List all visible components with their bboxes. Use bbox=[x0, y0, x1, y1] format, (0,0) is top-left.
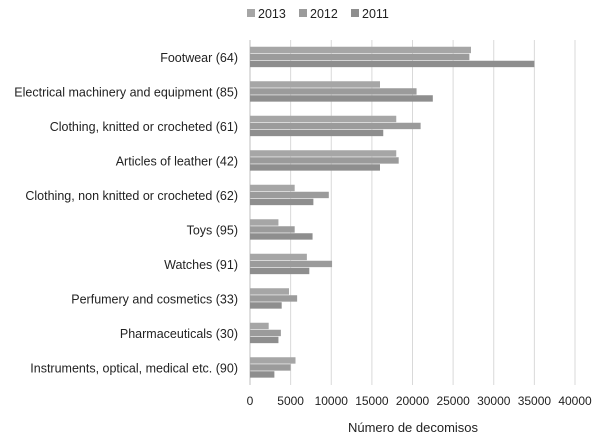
bar bbox=[250, 88, 417, 95]
bar bbox=[250, 260, 333, 268]
legend-swatch bbox=[351, 9, 359, 17]
x-axis-title: Número de decomisos bbox=[348, 420, 479, 435]
bar bbox=[250, 219, 279, 226]
bar bbox=[250, 95, 433, 102]
x-tick-label: 40000 bbox=[558, 394, 592, 408]
category-label: Pharmaceuticals (30) bbox=[120, 327, 238, 341]
x-axis-tick-labels: 0 5000 10000 15000 20000 25000 30000 35000 40000 bbox=[247, 394, 592, 408]
bar bbox=[250, 267, 310, 275]
x-tick-label: 30000 bbox=[477, 394, 511, 408]
bar bbox=[250, 295, 298, 302]
bar bbox=[250, 191, 329, 199]
bar bbox=[250, 129, 384, 137]
legend-label: 2012 bbox=[310, 7, 338, 21]
bar bbox=[250, 122, 421, 130]
x-tick-label: 5000 bbox=[277, 394, 304, 408]
category-label: Toys (95) bbox=[187, 223, 238, 237]
legend-swatch bbox=[247, 9, 255, 17]
category-label: Electrical machinery and equipment (85) bbox=[14, 85, 238, 99]
bar bbox=[250, 226, 295, 233]
bar bbox=[250, 60, 535, 68]
legend-label: 2013 bbox=[258, 7, 286, 21]
bar bbox=[250, 184, 295, 192]
category-label: Watches (91) bbox=[164, 258, 238, 272]
chart-bars bbox=[250, 46, 535, 378]
category-label: Footwear (64) bbox=[160, 51, 238, 65]
bar bbox=[250, 150, 397, 157]
x-tick-label: 0 bbox=[247, 394, 254, 408]
x-tick-label: 10000 bbox=[315, 394, 349, 408]
category-label: Instruments, optical, medical etc. (90) bbox=[30, 361, 238, 375]
category-label: Perfumery and cosmetics (33) bbox=[71, 292, 238, 306]
x-tick-label: 35000 bbox=[518, 394, 552, 408]
y-axis-labels: Footwear (64) Electrical machinery and eq… bbox=[14, 51, 238, 376]
legend-swatch bbox=[299, 9, 307, 17]
bar bbox=[250, 371, 275, 378]
bar bbox=[250, 157, 399, 164]
bar bbox=[250, 329, 281, 337]
chart-legend: 2013 2012 2011 bbox=[247, 7, 389, 21]
bar bbox=[250, 253, 307, 261]
bar bbox=[250, 198, 314, 206]
x-tick-label: 15000 bbox=[355, 394, 389, 408]
bar bbox=[250, 233, 313, 240]
bar bbox=[250, 302, 282, 309]
bar bbox=[250, 164, 380, 171]
bar bbox=[250, 364, 291, 371]
bar bbox=[250, 53, 470, 61]
category-label: Clothing, knitted or crocheted (61) bbox=[50, 120, 238, 134]
bar bbox=[250, 322, 269, 330]
x-tick-label: 20000 bbox=[396, 394, 430, 408]
category-label: Articles of leather (42) bbox=[116, 154, 238, 168]
category-label: Clothing, non knitted or crocheted (62) bbox=[25, 189, 238, 203]
bar bbox=[250, 357, 296, 364]
bar bbox=[250, 336, 279, 344]
x-tick-label: 25000 bbox=[436, 394, 470, 408]
bar bbox=[250, 81, 380, 88]
legend-label: 2011 bbox=[362, 7, 389, 21]
bar bbox=[250, 46, 471, 54]
bar bbox=[250, 115, 397, 123]
bar bbox=[250, 288, 289, 295]
